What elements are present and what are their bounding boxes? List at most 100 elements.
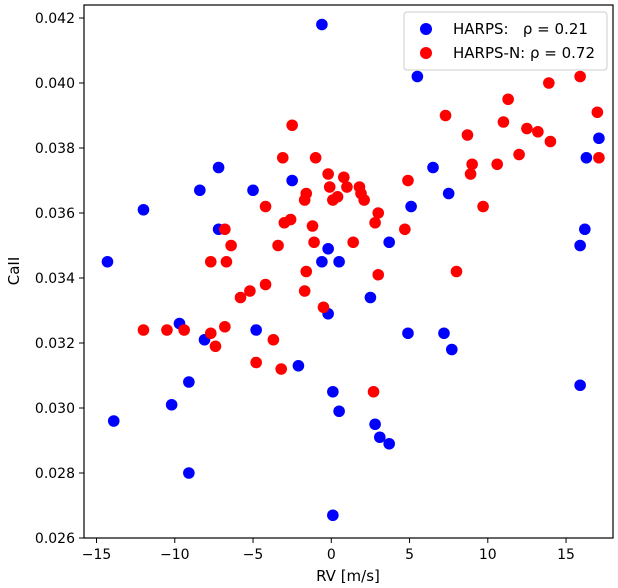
harps-n-point bbox=[544, 135, 557, 148]
x-tick-label: 5 bbox=[405, 547, 414, 563]
y-tick-label: 0.032 bbox=[35, 336, 75, 352]
harps-n-point bbox=[593, 151, 605, 164]
y-tick-label: 0.026 bbox=[35, 531, 75, 547]
harps-point bbox=[574, 239, 586, 252]
harps-n-point bbox=[276, 151, 289, 164]
x-tick-label: 10 bbox=[479, 547, 497, 563]
harps-n-point bbox=[347, 236, 359, 249]
harps-n-point bbox=[338, 171, 350, 184]
harps-n-point bbox=[369, 216, 381, 229]
legend: HARPS: ρ = 0.21 HARPS-N: ρ = 0.72 bbox=[403, 11, 608, 71]
x-tick-label: −15 bbox=[82, 547, 112, 563]
x-tick-label: −10 bbox=[160, 547, 190, 563]
harps-n-point bbox=[204, 327, 217, 340]
harps-n-point bbox=[259, 200, 272, 213]
harps-n-point bbox=[372, 268, 385, 281]
harps-point bbox=[574, 379, 586, 392]
harps-n-point bbox=[298, 194, 311, 206]
harps-point bbox=[333, 255, 345, 268]
y-tick-label: 0.038 bbox=[35, 141, 75, 157]
harps-n-point bbox=[574, 70, 586, 83]
harps-point bbox=[333, 405, 345, 418]
data-points bbox=[101, 18, 605, 522]
harps-point bbox=[183, 376, 195, 388]
harps-n-point bbox=[317, 301, 330, 314]
harps-point bbox=[107, 415, 120, 427]
harps-point bbox=[316, 18, 328, 31]
harps-n-point bbox=[225, 239, 237, 252]
harps-n-point bbox=[250, 356, 262, 369]
harps-n-point bbox=[278, 216, 291, 229]
harps-point bbox=[411, 70, 424, 83]
x-tick-label: −5 bbox=[243, 547, 264, 563]
harps-n-point bbox=[439, 109, 452, 122]
harps-n-point bbox=[322, 168, 334, 180]
harps-n-point bbox=[372, 207, 385, 219]
harps-point bbox=[137, 203, 150, 216]
harps-point bbox=[374, 431, 386, 444]
harps-n-point bbox=[502, 93, 514, 106]
harps-n-point bbox=[286, 119, 298, 132]
y-tick-label: 0.036 bbox=[35, 206, 75, 222]
harps-n-point bbox=[358, 194, 370, 206]
harps-point bbox=[405, 200, 417, 213]
harps-n-point bbox=[259, 278, 272, 291]
harps-n-point bbox=[466, 158, 478, 171]
harps-point bbox=[322, 242, 334, 255]
harps-n-point bbox=[323, 181, 336, 193]
harps-point bbox=[250, 324, 262, 336]
harps-n-point bbox=[331, 190, 344, 203]
legend-label-harps-n: HARPS-N: ρ = 0.72 bbox=[453, 44, 595, 62]
y-tick-label: 0.028 bbox=[35, 466, 75, 482]
harps-n-point bbox=[367, 385, 380, 398]
harps-point bbox=[212, 161, 225, 174]
harps-point bbox=[442, 187, 455, 200]
harps-point bbox=[101, 255, 114, 268]
harps-n-point bbox=[477, 200, 489, 213]
harps-n-point bbox=[209, 340, 222, 353]
legend-box bbox=[403, 11, 608, 71]
harps-point bbox=[286, 174, 298, 187]
harps-n-point bbox=[267, 333, 280, 346]
legend-label-harps: HARPS: ρ = 0.21 bbox=[453, 20, 588, 38]
harps-point bbox=[402, 327, 414, 340]
harps-n-point bbox=[300, 265, 313, 278]
y-tick-label: 0.042 bbox=[35, 11, 75, 27]
harps-n-point bbox=[161, 324, 173, 336]
harps-n-point bbox=[497, 116, 510, 128]
harps-n-point bbox=[399, 223, 411, 236]
harps-point bbox=[183, 467, 195, 479]
harps-n-point bbox=[308, 236, 320, 249]
harps-n-point bbox=[219, 223, 231, 236]
harps-n-point bbox=[178, 324, 190, 336]
legend-marker-harps-n bbox=[420, 47, 432, 59]
harps-point bbox=[383, 236, 395, 249]
harps-point bbox=[327, 385, 339, 398]
harps-n-point bbox=[513, 148, 525, 161]
harps-n-point bbox=[543, 77, 555, 89]
x-tick-label: 15 bbox=[557, 547, 575, 563]
harps-n-point bbox=[532, 125, 544, 138]
harps-n-point bbox=[275, 363, 288, 375]
harps-n-point bbox=[137, 324, 150, 336]
x-axis-label: RV [m/s] bbox=[316, 567, 380, 585]
harps-point bbox=[369, 418, 381, 431]
legend-marker-harps bbox=[420, 23, 432, 35]
harps-point bbox=[364, 291, 377, 304]
y-tick-label: 0.040 bbox=[35, 76, 75, 92]
y-tick-label: 0.030 bbox=[35, 401, 75, 417]
y-axis-label: CaII bbox=[5, 257, 23, 286]
harps-point bbox=[580, 151, 593, 164]
harps-n-point bbox=[204, 255, 217, 268]
harps-n-point bbox=[461, 129, 474, 141]
harps-point bbox=[593, 132, 605, 145]
y-tick-label: 0.034 bbox=[35, 271, 75, 287]
harps-n-point bbox=[234, 291, 247, 304]
harps-point bbox=[427, 161, 439, 174]
harps-n-point bbox=[402, 174, 414, 187]
harps-n-point bbox=[244, 285, 256, 297]
harps-n-point bbox=[521, 122, 533, 135]
harps-n-point bbox=[450, 265, 463, 278]
harps-point bbox=[165, 398, 178, 411]
